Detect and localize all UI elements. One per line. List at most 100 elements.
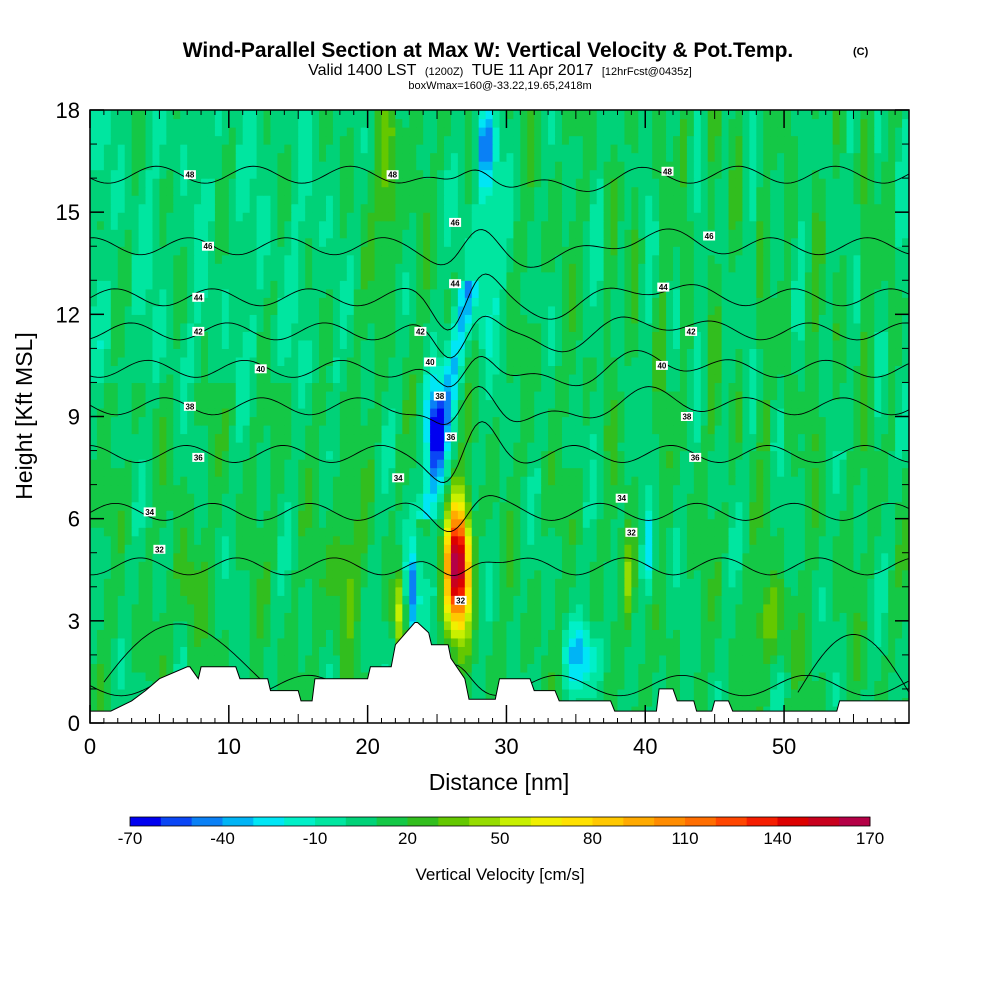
- velocity-cell: [548, 663, 556, 673]
- velocity-cell: [305, 663, 313, 673]
- velocity-cell: [242, 459, 251, 469]
- velocity-cell: [457, 390, 466, 401]
- velocity-cell: [166, 407, 174, 418]
- velocity-cell: [284, 561, 292, 571]
- velocity-cell: [214, 544, 223, 554]
- velocity-cell: [416, 399, 424, 409]
- velocity-cell: [624, 467, 632, 477]
- velocity-cell: [777, 620, 785, 630]
- velocity-cell: [298, 501, 306, 511]
- velocity-cell: [589, 493, 598, 503]
- velocity-cell: [520, 493, 528, 503]
- velocity-cell: [825, 442, 834, 452]
- velocity-cell: [256, 569, 265, 579]
- velocity-cell: [714, 442, 723, 452]
- velocity-cell: [749, 501, 757, 511]
- velocity-cell: [707, 484, 716, 494]
- velocity-cell: [228, 407, 237, 418]
- velocity-cell: [756, 629, 764, 639]
- velocity-cell: [784, 484, 792, 494]
- velocity-cell: [617, 425, 626, 435]
- velocity-cell: [804, 552, 813, 562]
- velocity-cell: [527, 671, 535, 682]
- velocity-cell: [187, 654, 195, 664]
- velocity-cell: [742, 612, 750, 622]
- velocity-cell: [110, 365, 119, 375]
- velocity-cell: [346, 493, 355, 503]
- velocity-cell: [117, 527, 126, 537]
- velocity-cell: [201, 586, 209, 596]
- velocity-cell: [214, 510, 223, 520]
- velocity-cell: [249, 459, 258, 469]
- velocity-cell: [263, 654, 272, 664]
- velocity-cell: [763, 586, 771, 596]
- velocity-cell: [388, 561, 396, 571]
- velocity-cell: [325, 637, 334, 647]
- velocity-cell: [686, 433, 695, 443]
- velocity-cell: [770, 425, 778, 435]
- velocity-cell: [895, 501, 903, 511]
- velocity-cell: [548, 654, 556, 664]
- velocity-cell: [485, 493, 494, 503]
- velocity-cell: [228, 620, 237, 630]
- velocity-cell: [728, 671, 737, 682]
- velocity-cell: [839, 518, 848, 528]
- velocity-cell: [152, 365, 161, 375]
- velocity-cell: [645, 484, 653, 494]
- velocity-cell: [846, 442, 855, 452]
- velocity-cell: [679, 569, 688, 579]
- velocity-cell: [325, 663, 334, 673]
- velocity-cell: [194, 646, 202, 656]
- velocity-cell: [832, 637, 841, 647]
- velocity-cell: [527, 637, 535, 647]
- velocity-cell: [804, 705, 813, 716]
- velocity-cell: [346, 476, 355, 486]
- velocity-cell: [714, 603, 723, 613]
- velocity-cell: [277, 671, 285, 682]
- velocity-cell: [159, 484, 167, 494]
- velocity-cell: [138, 654, 147, 664]
- velocity-cell: [714, 561, 723, 571]
- velocity-cell: [860, 612, 868, 622]
- velocity-cell: [159, 501, 167, 511]
- velocity-cell: [735, 527, 744, 537]
- velocity-cell: [673, 373, 681, 384]
- velocity-cell: [332, 390, 341, 401]
- velocity-cell: [312, 501, 320, 511]
- velocity-cell: [520, 433, 528, 443]
- velocity-cell: [305, 373, 313, 384]
- velocity-cell: [145, 620, 154, 630]
- velocity-cell: [395, 382, 403, 392]
- velocity-cell: [513, 654, 521, 664]
- velocity-cell: [575, 442, 584, 452]
- velocity-cell: [291, 671, 299, 682]
- velocity-cell: [832, 578, 841, 588]
- velocity-cell: [568, 493, 577, 503]
- velocity-cell: [221, 629, 230, 639]
- velocity-cell: [194, 399, 202, 409]
- velocity-cell: [686, 510, 695, 520]
- velocity-cell: [784, 382, 792, 392]
- velocity-cell: [339, 569, 348, 579]
- velocity-cell: [173, 612, 181, 622]
- velocity-cell: [763, 620, 771, 630]
- velocity-cell: [409, 595, 417, 605]
- velocity-cell: [659, 569, 667, 579]
- velocity-cell: [194, 416, 202, 426]
- velocity-cell: [742, 493, 750, 503]
- velocity-cell: [166, 442, 174, 452]
- velocity-cell: [520, 671, 528, 682]
- velocity-cell: [825, 390, 834, 401]
- velocity-cell: [784, 527, 792, 537]
- velocity-cell: [534, 569, 542, 579]
- velocity-cell: [742, 561, 750, 571]
- velocity-cell: [596, 390, 605, 401]
- velocity-cell: [617, 467, 626, 477]
- velocity-cell: [818, 646, 827, 656]
- velocity-cell: [638, 382, 646, 392]
- velocity-cell: [332, 373, 341, 384]
- velocity-cell: [728, 467, 737, 477]
- velocity-cell: [242, 527, 251, 537]
- velocity-cell: [485, 416, 494, 426]
- velocity-cell: [228, 637, 237, 647]
